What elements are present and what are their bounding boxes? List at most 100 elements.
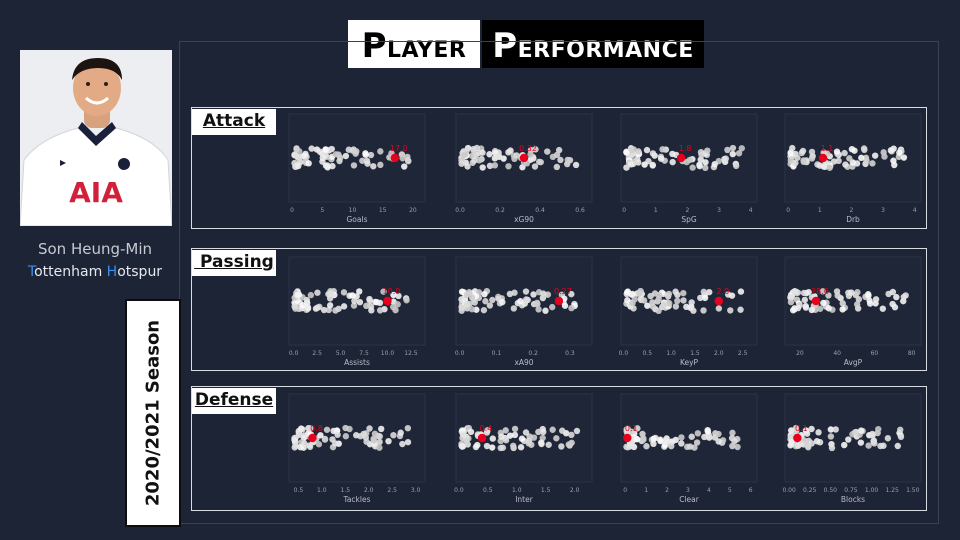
distribution-dot [327, 289, 334, 297]
distribution-dot [669, 158, 676, 166]
distribution-dot [519, 164, 526, 171]
player-value-label: 10.0 [383, 287, 401, 296]
distribution-dot [371, 430, 379, 437]
distribution-dot [463, 301, 471, 308]
player-name: Son Heung-Min [37, 240, 153, 258]
player-value-label: 2.0 [716, 287, 729, 296]
distribution-dot [706, 288, 713, 296]
distribution-dot [489, 435, 496, 442]
distribution-dot [683, 303, 690, 311]
distribution-dot [364, 160, 371, 167]
distribution-dot [794, 154, 801, 161]
distribution-dot [808, 306, 815, 314]
distribution-dot [880, 442, 887, 449]
distribution-dot [372, 298, 379, 306]
tick-label: 1.0 [666, 350, 676, 357]
distribution-dot [291, 303, 298, 310]
distribution-dot [640, 436, 647, 443]
distribution-dot [808, 148, 816, 156]
distribution-dot [627, 161, 635, 168]
player-value-label: 0.27 [554, 287, 572, 296]
distribution-dot [706, 434, 713, 441]
distribution-dot [499, 298, 506, 306]
distribution-dot [332, 307, 339, 314]
distribution-dot [634, 425, 641, 432]
distribution-dot [857, 427, 865, 434]
distribution-dot [405, 157, 412, 165]
player-value-dot [811, 296, 821, 306]
distribution-dot [728, 434, 736, 442]
distribution-dot [366, 425, 373, 432]
player-value-dot [793, 433, 802, 443]
distribution-dot [473, 144, 481, 152]
distribution-dot [573, 427, 581, 435]
distribution-dot [535, 428, 542, 436]
x-axis-label: Inter [515, 495, 534, 504]
distribution-dot [522, 288, 530, 295]
tick-label: 2.5 [738, 350, 748, 357]
distribution-dot [377, 148, 384, 155]
distribution-dot [650, 440, 657, 448]
distribution-dot [523, 296, 530, 303]
distribution-dot [572, 161, 580, 169]
distribution-dot [846, 155, 853, 162]
distribution-dot [489, 296, 496, 304]
distribution-dot [657, 155, 665, 162]
distribution-dot [458, 307, 465, 314]
distribution-dot [643, 443, 650, 450]
distribution-dot [830, 158, 838, 165]
distribution-dot [820, 163, 827, 170]
distribution-dot [299, 426, 306, 433]
distribution-dot [332, 151, 340, 158]
tick-label: 1 [818, 207, 822, 214]
distribution-dot [291, 436, 298, 444]
distribution-dot [787, 149, 794, 157]
distribution-dot [697, 294, 704, 302]
distribution-dot [397, 429, 404, 436]
tick-label: 3 [717, 207, 721, 214]
distribution-dot [827, 433, 835, 440]
distribution-dot [459, 431, 467, 438]
distribution-dot [295, 162, 302, 170]
distribution-dot [624, 425, 631, 433]
distribution-dot [701, 294, 709, 302]
distribution-dot [342, 424, 349, 432]
distribution-dot [637, 287, 644, 295]
distribution-dot [390, 431, 397, 439]
distribution-dot [295, 431, 303, 439]
distribution-dot [879, 305, 887, 312]
distribution-dot [805, 288, 812, 296]
distribution-dot [399, 440, 406, 448]
distribution-dot [869, 432, 876, 439]
distribution-dot [362, 151, 369, 158]
distribution-dot [839, 306, 846, 313]
distribution-dot [649, 303, 657, 310]
shirt-sponsor-text: AIA [69, 176, 123, 209]
distribution-dot [704, 147, 711, 154]
player-value-label: 0.4 [480, 424, 493, 433]
distribution-dot [314, 304, 321, 311]
player-value-label: 17.0 [390, 144, 408, 153]
distribution-dot [360, 430, 367, 438]
distribution-dot [845, 436, 852, 443]
distribution-dot [694, 430, 702, 437]
distribution-dot [317, 432, 324, 439]
tick-label: 0.3 [565, 350, 575, 357]
distribution-dot [871, 152, 879, 159]
distribution-dot [483, 429, 491, 436]
x-axis-label: Goals [347, 215, 368, 224]
tick-label: 3 [686, 487, 690, 494]
x-axis-label: xA90 [514, 358, 533, 367]
player-value-dot [477, 433, 487, 443]
distribution-dot [302, 150, 309, 158]
distribution-dot [349, 292, 356, 299]
distribution-dot [498, 433, 505, 440]
distribution-dot [737, 306, 744, 313]
distribution-dot [839, 300, 846, 307]
distribution-dot [884, 435, 892, 442]
distribution-dot [385, 437, 392, 445]
distribution-dot [474, 441, 481, 449]
distribution-dot [734, 443, 741, 451]
distribution-dot [359, 157, 366, 164]
